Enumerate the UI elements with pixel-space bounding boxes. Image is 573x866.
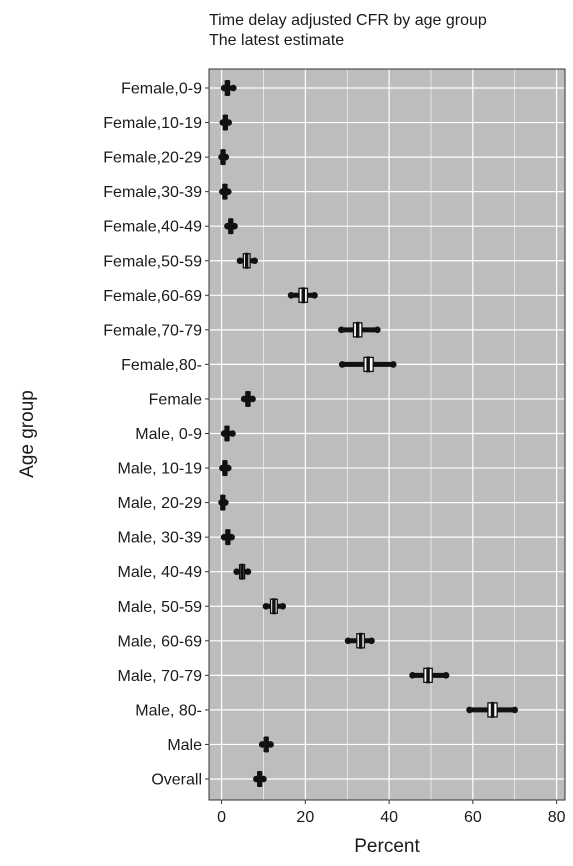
chart-subtitle: The latest estimate	[209, 32, 344, 49]
box-7	[287, 287, 318, 304]
y-tick-label: Female,0-9	[121, 81, 202, 98]
plot-panel	[209, 69, 565, 800]
x-tick-label: 20	[296, 809, 314, 826]
outlier-max	[279, 602, 287, 610]
y-axis: Female,0-9 Female,10-19 Female,20-29 Female…	[103, 81, 209, 789]
box-series	[218, 80, 519, 787]
box-15	[233, 563, 252, 580]
outlier-max	[511, 706, 519, 714]
box-1	[220, 80, 237, 96]
box-14	[220, 529, 235, 546]
box-20	[258, 736, 274, 753]
outlier-max	[249, 395, 256, 403]
outlier-max	[244, 568, 252, 575]
box-10	[240, 390, 256, 407]
y-tick-label: Female,80-	[121, 357, 202, 374]
y-tick-label: Male, 20-29	[118, 495, 203, 512]
outlier-max	[251, 257, 258, 265]
y-tick-label: Female,20-29	[103, 150, 202, 167]
y-tick-label: Male, 40-49	[118, 564, 203, 581]
box-17	[344, 632, 375, 649]
box-9	[338, 356, 397, 373]
box-18	[409, 667, 450, 684]
x-tick-label: 80	[548, 809, 566, 826]
y-tick-label: Male, 80-	[135, 702, 202, 719]
y-tick-label: Overall	[151, 772, 202, 789]
x-tick-label: 40	[380, 809, 398, 826]
box-21	[253, 771, 267, 787]
outlier-min	[338, 361, 346, 368]
outlier-max	[267, 741, 274, 748]
box-16	[262, 598, 287, 615]
box-8	[338, 321, 381, 338]
y-tick-label: Male, 70-79	[118, 668, 203, 685]
x-tick-label: 0	[217, 809, 226, 826]
plot-panel-border	[208, 68, 566, 801]
x-tick-label: 60	[464, 809, 482, 826]
outlier-min	[233, 568, 240, 575]
outlier-max	[374, 326, 381, 334]
outlier-max	[311, 292, 318, 299]
y-tick-label: Male	[167, 737, 202, 754]
y-axis-label: Age group	[17, 390, 38, 478]
y-tick-label: Female,60-69	[103, 288, 202, 305]
y-tick-label: Male, 10-19	[118, 461, 203, 478]
box-19	[466, 701, 519, 718]
y-tick-label: Female,30-39	[103, 184, 202, 201]
y-tick-label: Male, 30-39	[118, 530, 203, 547]
box-4	[219, 183, 232, 200]
y-tick-label: Female,40-49	[103, 219, 202, 236]
outlier-min	[262, 602, 270, 610]
outlier-max	[229, 430, 236, 437]
outlier-min	[338, 326, 345, 334]
y-tick-label: Male, 0-9	[135, 426, 202, 443]
outlier-min	[409, 672, 416, 679]
box-13	[218, 494, 229, 511]
box-2	[219, 114, 232, 131]
box-5	[224, 218, 238, 235]
outlier-max	[442, 672, 450, 679]
y-tick-label: Male, 50-59	[118, 599, 203, 616]
box-11	[220, 425, 236, 442]
box-3	[218, 149, 230, 166]
x-axis: 0 20 40 60 80	[217, 800, 566, 826]
outlier-min	[236, 257, 244, 265]
y-tick-label: Female,10-19	[103, 115, 202, 132]
outlier-min	[466, 706, 473, 714]
y-tick-label: Female,50-59	[103, 253, 202, 270]
box-12	[219, 460, 232, 477]
outlier-min	[344, 637, 352, 645]
y-tick-label: Male, 60-69	[118, 633, 203, 650]
chart-title: Time delay adjusted CFR by age group	[209, 12, 487, 29]
outlier-max	[229, 84, 237, 92]
outlier-max	[368, 637, 375, 645]
y-tick-label: Female,70-79	[103, 322, 202, 339]
y-tick-label: Female	[149, 391, 202, 408]
box-6	[236, 252, 258, 269]
outlier-max	[389, 361, 397, 368]
x-axis-label: Percent	[354, 836, 420, 857]
outlier-min	[287, 292, 295, 299]
